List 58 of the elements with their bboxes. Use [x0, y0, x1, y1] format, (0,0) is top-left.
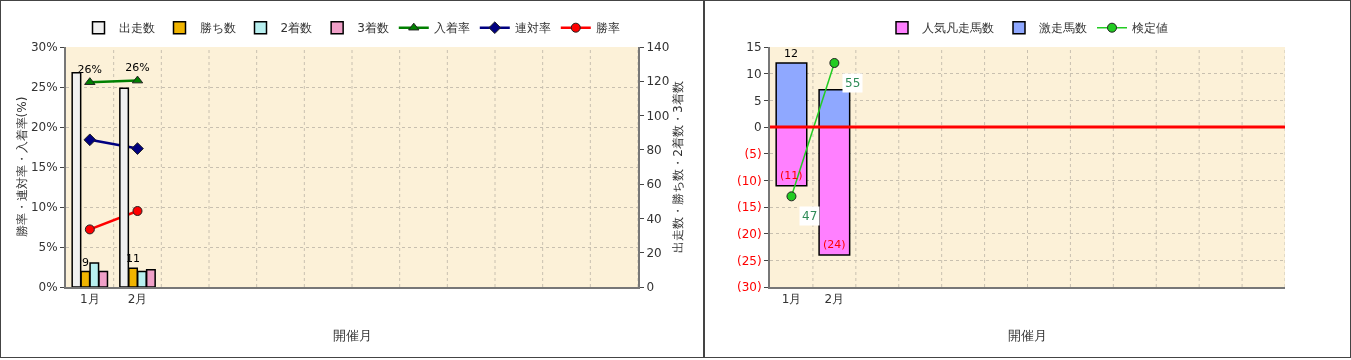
data-label: 47	[802, 209, 818, 223]
bar	[818, 126, 851, 256]
point	[132, 206, 143, 216]
y-tick-label: (5)	[744, 146, 762, 161]
y-tick-label: 15%	[30, 160, 58, 175]
y2-tick-label: 140	[646, 40, 670, 55]
legend-label: 勝ち数	[199, 21, 236, 36]
y-tick-label: 5%	[38, 240, 58, 255]
bar	[818, 88, 851, 128]
bar	[775, 62, 808, 128]
y-tick-label: 25%	[30, 80, 58, 95]
legend-label: 連対率	[514, 21, 551, 36]
legend-label: 人気凡走馬数	[922, 21, 994, 36]
legend-label: 勝率	[595, 21, 620, 36]
y-tick-label: 5	[753, 93, 762, 108]
data-label: (24)	[823, 238, 846, 251]
y-tick-label: (10)	[736, 173, 762, 188]
y2-tick-label: 80	[646, 143, 662, 158]
point	[131, 142, 144, 155]
point	[83, 133, 97, 147]
y2-tick-label: 120	[646, 74, 670, 89]
data-label: 12	[784, 47, 798, 60]
y-tick-label: (15)	[736, 200, 762, 215]
y-tick-label: 30%	[30, 40, 58, 55]
y-tick-label: 20%	[30, 120, 58, 135]
y-tick-label: (30)	[736, 280, 762, 295]
data-label: 9	[82, 256, 89, 269]
y-tick-label: 0	[753, 120, 762, 135]
y2-tick-label: 100	[646, 108, 670, 123]
point	[84, 224, 95, 235]
y-tick-label: (20)	[736, 226, 762, 241]
y2-tick-label: 0	[646, 280, 655, 295]
y2-tick-label: 40	[646, 211, 662, 226]
y-tick-label: (25)	[736, 253, 762, 268]
y-tick-label: 15	[746, 40, 762, 55]
legend-label: 入着率	[433, 21, 470, 36]
y-tick-label: 10%	[30, 200, 58, 215]
x-tick-label: 2月	[127, 292, 148, 307]
legend-label: 激走馬数	[1039, 21, 1087, 36]
x-tick-label: 1月	[781, 292, 802, 307]
x-axis-title: 開催月	[1008, 327, 1047, 343]
y-tick-label: 10	[746, 66, 762, 81]
legend-label: 3着数	[357, 21, 389, 36]
y2-axis-title: 出走数・勝ち数・2着数・3着数	[671, 81, 686, 253]
x-tick-label: 1月	[80, 292, 100, 307]
x-axis-title: 開催月	[332, 327, 372, 343]
y2-tick-label: 20	[646, 245, 662, 260]
legend-label: 検定値	[1132, 21, 1168, 36]
bar	[775, 126, 808, 187]
legend-label: 出走数	[118, 21, 155, 36]
data-label: 26%	[77, 62, 103, 76]
y2-tick-label: 60	[646, 177, 662, 192]
y-tick-label: 0%	[38, 280, 58, 295]
data-label: 55	[845, 76, 861, 90]
y-axis-title: 勝率・連対率・入着率(%)	[14, 96, 29, 238]
x-tick-label: 2月	[824, 292, 845, 307]
data-label: 26%	[125, 61, 150, 75]
legend-label: 2着数	[280, 21, 313, 36]
